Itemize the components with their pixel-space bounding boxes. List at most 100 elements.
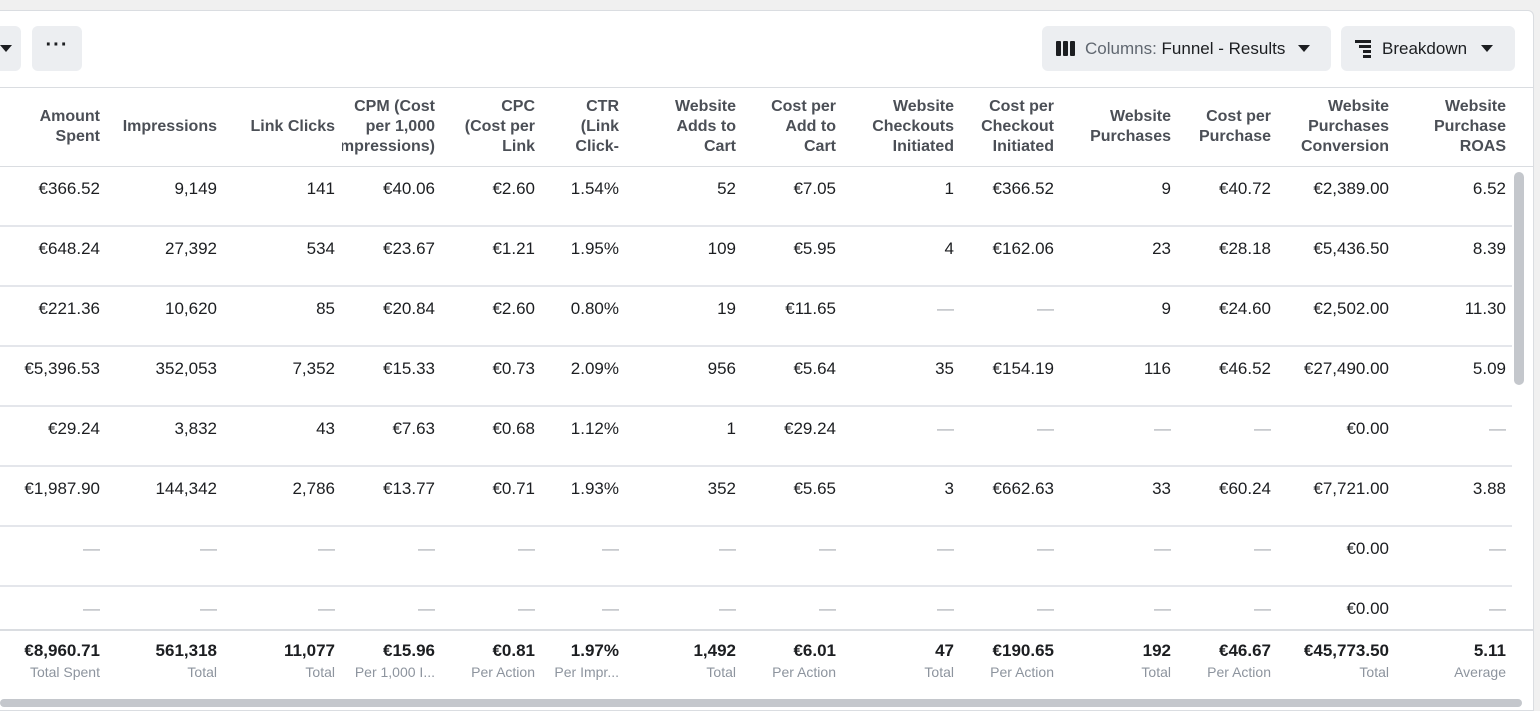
column-header-label: Click-: [575, 138, 619, 155]
table-cell-website-adds-to-cart: 109: [707, 239, 736, 258]
column-header-label: Website: [1109, 108, 1171, 125]
total-value: 1,492: [693, 641, 736, 660]
total-cell-cost-per-add-to-cart: €6.01 Per Action: [745, 631, 836, 680]
table-cell-cost-per-add-to-cart: —: [819, 539, 836, 558]
table-cell-cpm: €23.67: [383, 239, 435, 258]
ads-manager-table-panel: ··· Columns: Funnel - Results Breakdown …: [0, 10, 1534, 711]
total-label: Total: [1141, 664, 1171, 680]
column-header-label: Link Clicks: [250, 118, 335, 135]
more-options-label: ···: [45, 34, 69, 56]
column-header-link-clicks[interactable]: Link Clicks: [226, 88, 335, 166]
table-cell-website-adds-to-cart: —: [719, 599, 736, 618]
table-cell-website-checkouts-initiated: —: [937, 299, 954, 318]
table-cell-cost-per-purchase: €28.18: [1219, 239, 1271, 258]
column-header-cost-per-checkout-initiated[interactable]: Cost per Checkout Initiated: [964, 88, 1054, 166]
table-cell-cpc: €2.60: [492, 299, 535, 318]
total-cell-cpc: €0.81 Per Action: [445, 631, 535, 680]
table-cell-website-purchase-roas: —: [1489, 419, 1506, 438]
column-header-cost-per-purchase[interactable]: Cost per Purchase: [1183, 88, 1271, 166]
total-label: Total Spent: [29, 664, 100, 680]
table-row[interactable]: €648.24 27,392 534 €23.67 €1.21 1.95% 109 €5.95…: [0, 227, 1512, 287]
column-header-label: Website: [1444, 98, 1506, 115]
column-header-label: Website: [1327, 98, 1389, 115]
total-cell-amount-spent: €8,960.71 Total Spent: [0, 631, 100, 680]
column-header-label: Cost per: [771, 98, 836, 115]
table-row[interactable]: €5,396.53 352,053 7,352 €15.33 €0.73 2.09% 956…: [0, 347, 1512, 407]
table-cell-cost-per-add-to-cart: €5.64: [793, 359, 836, 378]
total-label: Total: [706, 664, 736, 680]
columns-selector-button[interactable]: Columns: Funnel - Results: [1042, 26, 1331, 71]
table-cell-cost-per-purchase: €24.60: [1219, 299, 1271, 318]
table-cell-amount-spent: €221.36: [38, 299, 100, 318]
table-row[interactable]: — — — — — — — — — — — — €0.00 —: [0, 527, 1512, 587]
total-label: Total: [305, 664, 335, 680]
dropdown-toggle-button[interactable]: [0, 26, 21, 71]
total-value: €8,960.71: [24, 641, 100, 660]
column-header-website-purchases-conversion[interactable]: Website Purchases Conversion: [1283, 88, 1389, 166]
table-cell-link-clicks: 534: [306, 239, 335, 258]
table-cell-impressions: 9,149: [174, 179, 217, 198]
table-cell-website-purchases: 23: [1152, 239, 1171, 258]
column-header-website-purchase-roas[interactable]: Website Purchase ROAS: [1400, 88, 1506, 166]
horizontal-scrollbar[interactable]: [0, 699, 1522, 707]
table-cell-website-purchases: 9: [1161, 299, 1171, 318]
table-cell-website-checkouts-initiated: —: [937, 419, 954, 438]
columns-value-label: Funnel - Results: [1161, 38, 1286, 58]
total-cell-website-checkouts-initiated: 47 Total: [850, 631, 954, 680]
table-cell-website-adds-to-cart: 956: [707, 359, 736, 378]
table-cell-website-purchases-conversion: €2,502.00: [1313, 299, 1389, 318]
column-header-website-purchases[interactable]: Website Purchases: [1070, 88, 1171, 166]
table-cell-ctr: 0.80%: [570, 299, 619, 318]
table-cell-ctr: 2.09%: [570, 359, 619, 378]
column-header-cpc[interactable]: CPC (Cost per Link: [445, 88, 535, 166]
column-header-label: Conversion: [1300, 138, 1389, 155]
table-cell-cost-per-checkout-initiated: €162.06: [992, 239, 1054, 258]
column-header-cost-per-add-to-cart[interactable]: Cost per Add to Cart: [745, 88, 836, 166]
total-cell-website-adds-to-cart: 1,492 Total: [628, 631, 736, 680]
table-cell-cost-per-checkout-initiated: €366.52: [992, 179, 1054, 198]
breakdown-button[interactable]: Breakdown: [1341, 26, 1515, 71]
table-cell-ctr: 1.54%: [570, 179, 619, 198]
table-cell-cost-per-checkout-initiated: €154.19: [992, 359, 1054, 378]
total-value: €15.96: [383, 641, 435, 660]
chevron-down-icon: [1298, 45, 1311, 52]
column-header-label: Link: [502, 138, 535, 155]
table-cell-cpc: €0.71: [492, 479, 535, 498]
table-row[interactable]: €221.36 10,620 85 €20.84 €2.60 0.80% 19 €11.65 —…: [0, 287, 1512, 347]
table-row[interactable]: €366.52 9,149 141 €40.06 €2.60 1.54% 52 €7.05 1 €…: [0, 167, 1512, 227]
vertical-scrollbar[interactable]: [1514, 172, 1524, 385]
total-value: €6.01: [793, 641, 836, 660]
table-row[interactable]: €29.24 3,832 43 €7.63 €0.68 1.12% 1 €29.24 — — — — €…: [0, 407, 1512, 467]
total-label: Per Action: [471, 664, 535, 680]
table-cell-website-purchases: —: [1154, 599, 1171, 618]
column-header-label: ROAS: [1459, 138, 1506, 155]
column-header-label: Checkouts: [872, 118, 954, 135]
table-cell-impressions: 352,053: [155, 359, 217, 378]
more-options-button[interactable]: ···: [32, 26, 82, 71]
column-header-website-checkouts-initiated[interactable]: Website Checkouts Initiated: [850, 88, 954, 166]
table-totals-row: €8,960.71 Total Spent 561,318 Total 11,077 To…: [0, 629, 1533, 689]
column-header-label: Website: [892, 98, 954, 115]
table-cell-link-clicks: 2,786: [292, 479, 335, 498]
table-cell-website-checkouts-initiated: 1: [944, 179, 954, 198]
column-header-label: (Cost per: [464, 118, 535, 135]
table-cell-amount-spent: €648.24: [38, 239, 100, 258]
column-header-cpm[interactable]: CPM (Cost per 1,000 Impressions): [342, 88, 435, 166]
breakdown-icon: [1355, 39, 1371, 58]
column-header-amount-spent[interactable]: Amount Spent: [0, 88, 100, 166]
table-row[interactable]: €1,987.90 144,342 2,786 €13.77 €0.71 1.93% 352…: [0, 467, 1512, 527]
total-value: 5.11: [1473, 641, 1506, 660]
column-header-impressions[interactable]: Impressions: [108, 88, 217, 166]
total-label: Per Action: [1207, 664, 1271, 680]
column-header-ctr[interactable]: CTR (Link Click-: [542, 88, 619, 166]
table-cell-website-adds-to-cart: —: [719, 539, 736, 558]
table-cell-impressions: 3,832: [174, 419, 217, 438]
total-label: Per 1,000 I...: [354, 664, 435, 680]
table-cell-website-purchases-conversion: €0.00: [1346, 599, 1389, 618]
table-cell-cost-per-purchase: —: [1254, 599, 1271, 618]
column-header-label: Purchase: [1433, 118, 1506, 135]
column-header-label: Amount: [39, 108, 100, 125]
column-header-website-adds-to-cart[interactable]: Website Adds to Cart: [628, 88, 736, 166]
total-label: Total: [1359, 664, 1389, 680]
table-cell-cost-per-add-to-cart: €5.95: [793, 239, 836, 258]
